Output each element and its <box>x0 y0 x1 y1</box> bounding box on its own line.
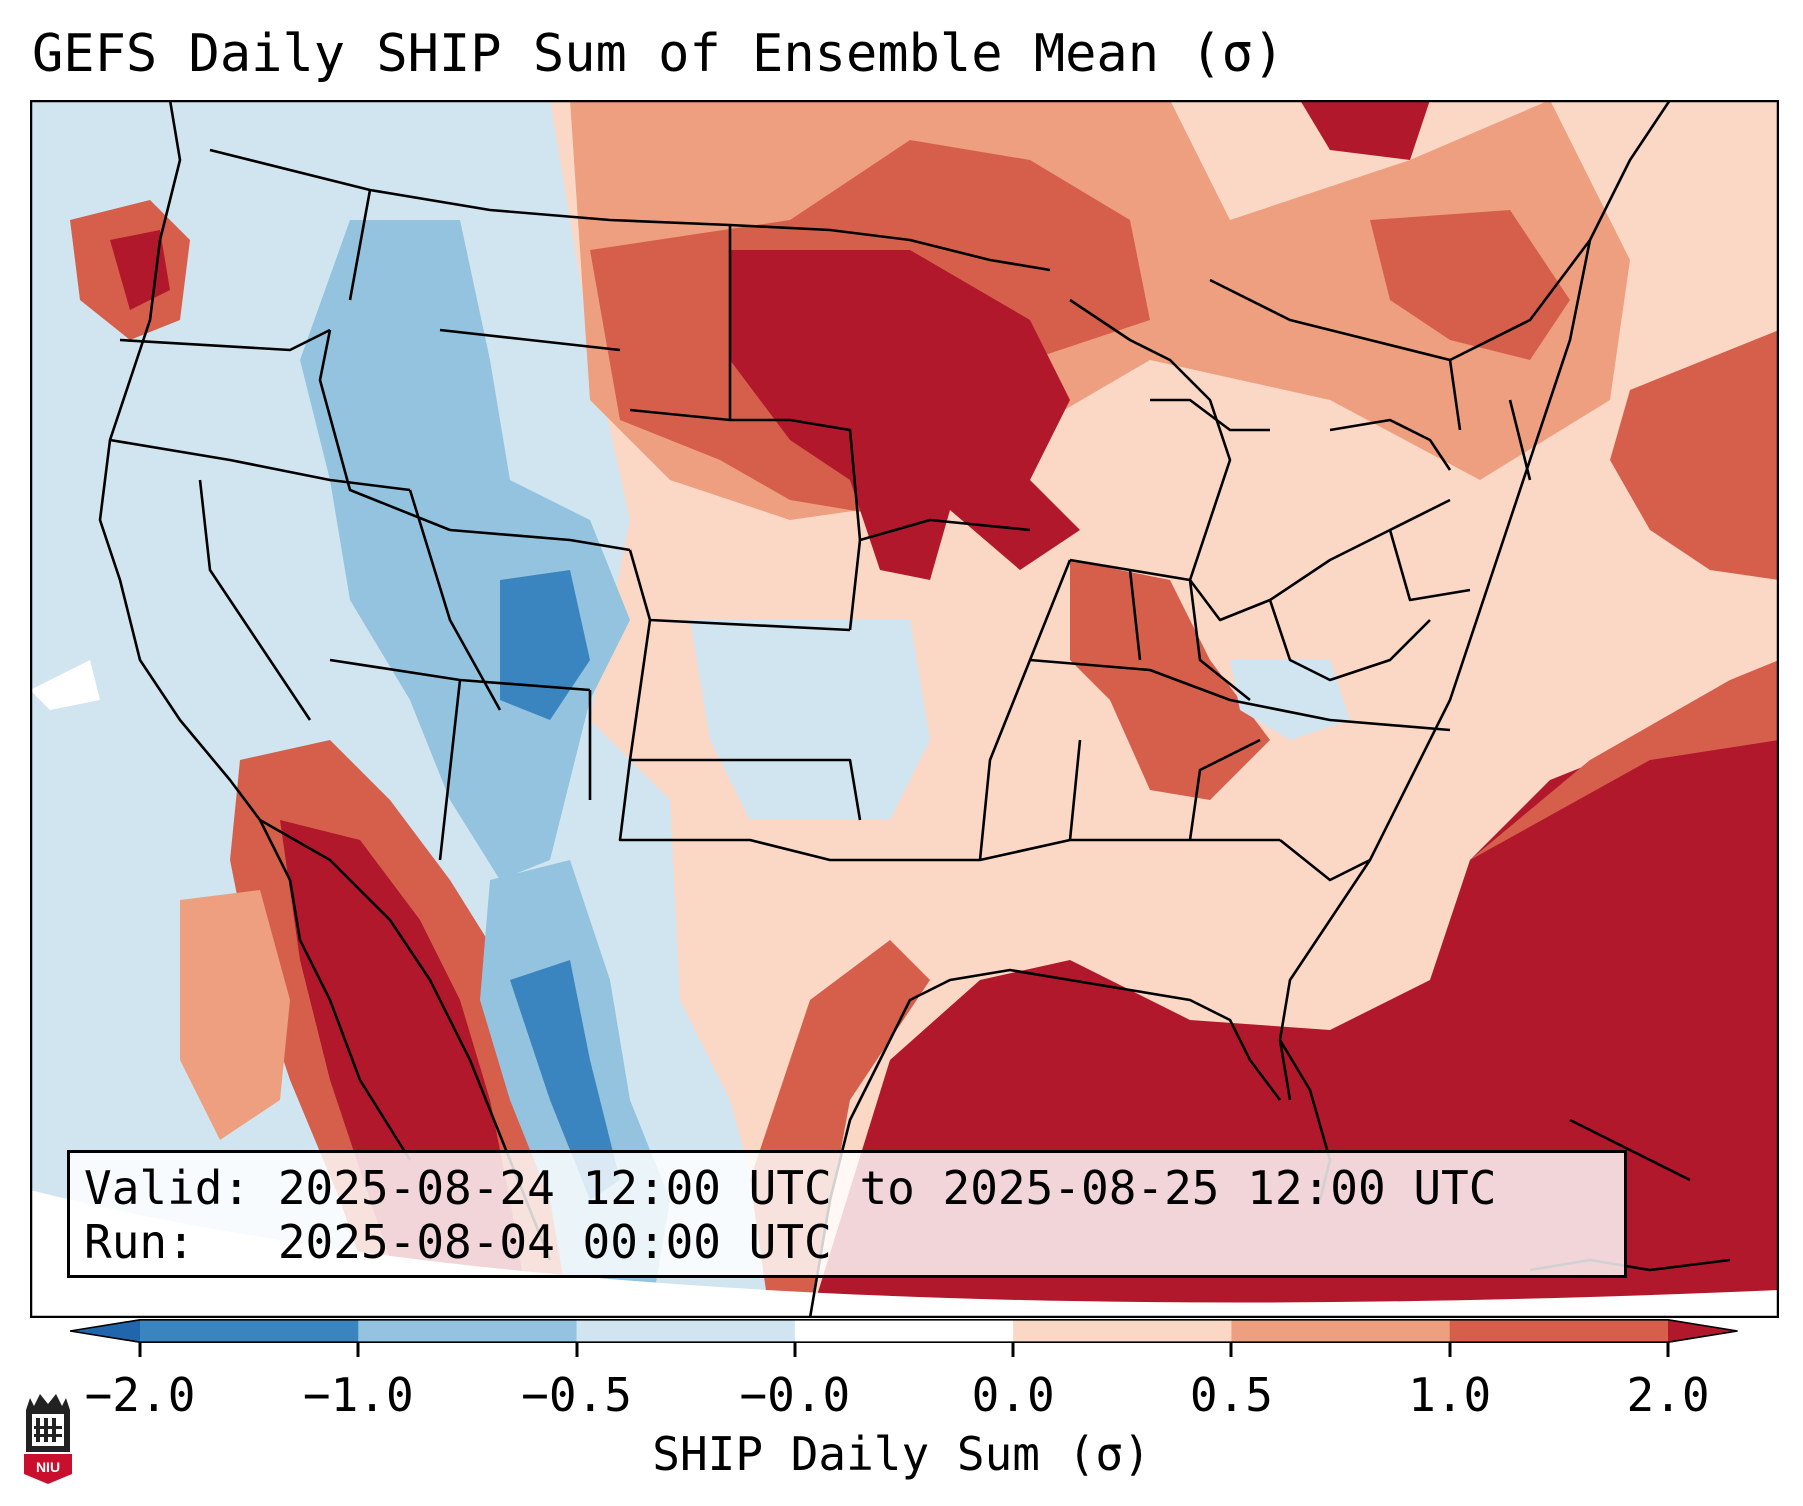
colorbar-tick-mark <box>1229 1343 1233 1357</box>
colorbar-tick-mark <box>793 1343 797 1357</box>
colorbar-bin <box>1231 1319 1451 1343</box>
niu-seal-icon: NIU <box>24 1394 72 1484</box>
colorbar-tick-mark <box>138 1343 142 1357</box>
colorbar-extend-low <box>70 1319 140 1343</box>
colorbar <box>69 1319 1738 1344</box>
colorbar-tick-label: −2.0 <box>84 1368 196 1422</box>
colorbar-tick-label: 1.0 <box>1408 1368 1492 1422</box>
colorbar-ticks: −2.0 −1.0 −0.5 −0.0 0.0 0.5 1.0 2.0 <box>0 1343 1803 1421</box>
valid-time-line: Valid: 2025-08-24 12:00 UTC to 2025-08-2… <box>84 1161 1497 1215</box>
boundary-lines <box>98 100 1731 1318</box>
colorbar-tick-label: 0.5 <box>1189 1368 1273 1422</box>
colorbar-tick-label: 0.0 <box>971 1368 1055 1422</box>
colorbar-tick-label: 2.0 <box>1626 1368 1710 1422</box>
map-canvas <box>30 100 1779 1318</box>
map-frame <box>30 100 1779 1318</box>
colorbar-tick-label: −1.0 <box>302 1368 414 1422</box>
colorbar-label: SHIP Daily Sum (σ) <box>652 1427 1151 1481</box>
colorbar-tick-mark <box>1666 1343 1670 1357</box>
valid-run-info-box: Valid: 2025-08-24 12:00 UTC to 2025-08-2… <box>67 1150 1627 1278</box>
colorbar-bin <box>576 1319 796 1343</box>
colorbar-bin <box>358 1319 578 1343</box>
colorbar-tick-label: −0.0 <box>739 1368 851 1422</box>
colorbar-tick-mark <box>575 1343 579 1357</box>
colorbar-tick-mark <box>356 1343 360 1357</box>
colorbar-extend-high <box>1668 1319 1738 1343</box>
figure-title: GEFS Daily SHIP Sum of Ensemble Mean (σ) <box>32 24 1285 84</box>
colorbar-tick-mark <box>1448 1343 1452 1357</box>
colorbar-tick-label: −0.5 <box>521 1368 632 1422</box>
niu-logo-text: NIU <box>36 1459 60 1475</box>
colorbar-graphic <box>69 1319 1738 1344</box>
colorbar-outline <box>69 1319 1738 1344</box>
anomaly-field <box>30 100 1779 1318</box>
run-time-line: Run: 2025-08-04 00:00 UTC <box>84 1215 832 1269</box>
colorbar-bin <box>140 1319 359 1343</box>
colorbar-bin <box>1449 1319 1669 1343</box>
map-panel <box>30 100 1779 1318</box>
colorbar-tick-mark <box>1011 1343 1015 1357</box>
colorbar-bin <box>1013 1319 1232 1343</box>
colorbar-bin <box>794 1319 1014 1343</box>
niu-logo: NIU <box>20 1390 76 1486</box>
